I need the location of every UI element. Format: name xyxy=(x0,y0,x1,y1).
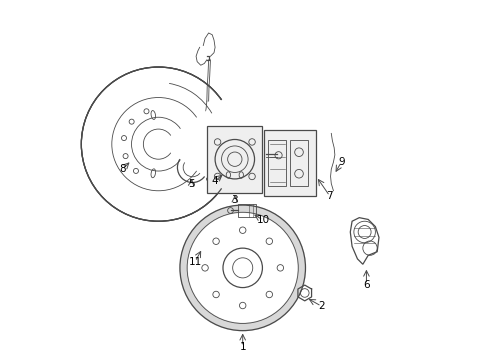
Text: 6: 6 xyxy=(363,280,369,290)
Text: 3: 3 xyxy=(231,195,238,205)
FancyBboxPatch shape xyxy=(206,126,262,193)
Polygon shape xyxy=(349,218,378,264)
Text: 5: 5 xyxy=(188,179,194,189)
Text: 1: 1 xyxy=(239,342,245,352)
Text: 4: 4 xyxy=(211,176,218,186)
Wedge shape xyxy=(158,99,237,189)
Text: 9: 9 xyxy=(337,157,344,167)
Text: 7: 7 xyxy=(326,191,332,201)
Text: 10: 10 xyxy=(256,215,269,225)
Text: 8: 8 xyxy=(119,164,125,174)
Circle shape xyxy=(81,67,235,221)
Text: 2: 2 xyxy=(318,301,324,311)
FancyBboxPatch shape xyxy=(264,130,316,196)
Text: 11: 11 xyxy=(188,257,201,267)
